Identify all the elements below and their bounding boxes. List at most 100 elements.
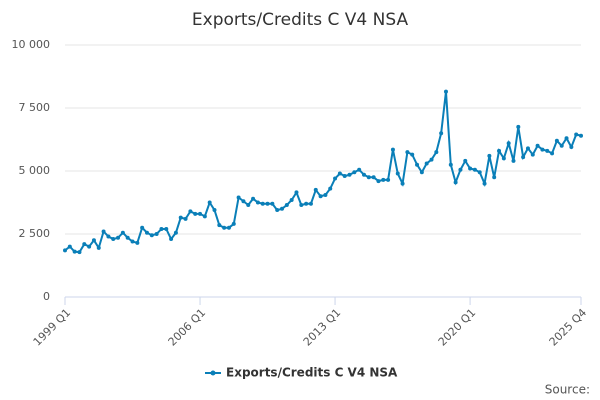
point (328, 186, 333, 191)
point (376, 179, 381, 184)
point (299, 203, 304, 208)
point (207, 200, 212, 205)
point (501, 156, 506, 161)
point (443, 89, 448, 94)
point (270, 201, 275, 206)
point (458, 167, 463, 172)
point (482, 181, 487, 186)
x-tick-label: 2013 Q1 (301, 306, 344, 349)
point (506, 141, 511, 146)
x-tick-label: 1999 Q1 (31, 306, 74, 349)
legend-marker (210, 370, 216, 376)
point (154, 232, 159, 236)
point (559, 143, 564, 148)
point (424, 161, 429, 166)
point (183, 216, 188, 221)
point (91, 238, 96, 243)
point (313, 187, 318, 192)
point (130, 239, 135, 244)
point (492, 175, 497, 180)
point (511, 158, 516, 163)
point (381, 177, 386, 182)
point (241, 199, 246, 204)
point (202, 214, 207, 219)
point (149, 233, 154, 238)
point (439, 131, 444, 136)
point (463, 158, 468, 163)
point (144, 230, 149, 235)
point (347, 172, 352, 177)
point (386, 177, 391, 182)
point (550, 151, 555, 156)
point (106, 234, 111, 239)
point (516, 124, 521, 129)
point (569, 145, 574, 150)
point (275, 208, 280, 213)
point (429, 157, 434, 162)
point (545, 148, 550, 153)
point (361, 172, 366, 177)
point (434, 150, 439, 155)
point (352, 170, 357, 175)
point (448, 162, 453, 167)
point (67, 244, 72, 249)
y-tick-label: 10 000 (12, 38, 51, 51)
point (318, 194, 323, 199)
point (472, 167, 477, 172)
point (212, 208, 217, 213)
point (540, 147, 545, 152)
point (72, 249, 77, 254)
point (395, 171, 400, 176)
point (554, 138, 559, 143)
point (255, 200, 260, 205)
point (164, 226, 169, 231)
point (468, 166, 473, 171)
point (87, 244, 92, 249)
point (116, 235, 121, 240)
point (530, 152, 535, 157)
point (400, 181, 405, 186)
point (371, 175, 376, 180)
point (304, 201, 309, 206)
point (579, 133, 583, 138)
point (120, 230, 125, 235)
point (178, 215, 183, 220)
x-tick-label: 2006 Q1 (166, 306, 209, 349)
point (260, 201, 265, 206)
y-tick-label: 2 500 (19, 227, 51, 240)
point (135, 240, 140, 245)
point (96, 245, 101, 250)
point (535, 143, 540, 148)
legend-label: Exports/Credits C V4 NSA (226, 366, 398, 380)
point (198, 211, 203, 216)
point (125, 235, 130, 240)
point (477, 170, 482, 175)
point (357, 167, 362, 172)
point (294, 190, 299, 195)
point (405, 150, 410, 155)
point (497, 148, 502, 153)
point (77, 250, 82, 255)
point (140, 225, 145, 230)
point (159, 226, 164, 231)
point (521, 155, 526, 160)
point (111, 237, 116, 242)
point (453, 180, 458, 185)
point (222, 225, 227, 230)
y-tick-label: 0 (43, 290, 50, 303)
point (280, 206, 285, 211)
point (188, 209, 193, 214)
point (226, 225, 231, 230)
point (410, 152, 415, 157)
point (193, 211, 198, 216)
point (236, 195, 241, 200)
point (333, 176, 338, 181)
point (419, 170, 424, 175)
point (525, 146, 530, 151)
y-tick-label: 5 000 (19, 164, 51, 177)
point (246, 203, 251, 208)
point (82, 242, 87, 247)
point (284, 203, 289, 208)
point (217, 223, 222, 228)
